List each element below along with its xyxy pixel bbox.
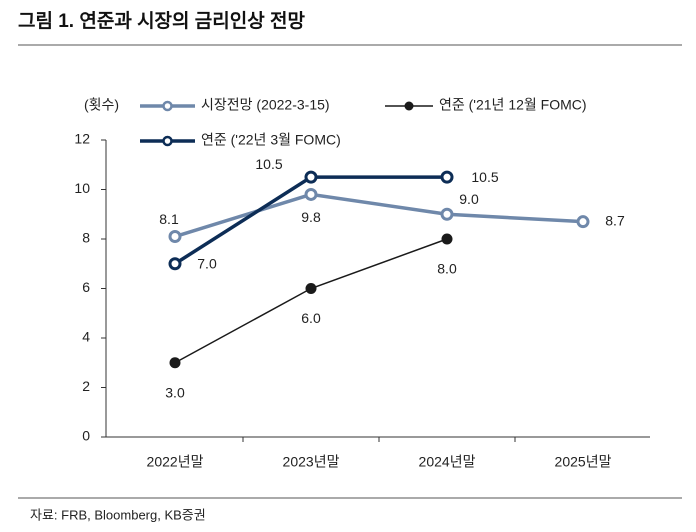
data-label: 8.7 bbox=[605, 212, 625, 228]
data-point bbox=[304, 170, 318, 184]
data-point bbox=[440, 170, 454, 184]
data-label: 6.0 bbox=[301, 310, 321, 326]
y-axis-label: (횟수) bbox=[84, 97, 119, 113]
data-point bbox=[440, 207, 454, 221]
data-label: 9.0 bbox=[459, 191, 479, 207]
data-point bbox=[168, 230, 182, 244]
y-tick-label: 0 bbox=[82, 428, 90, 444]
y-tick-label: 2 bbox=[82, 378, 90, 394]
legend-label: 시장전망 (2022-3-15) bbox=[201, 97, 330, 113]
data-label: 8.1 bbox=[159, 211, 179, 227]
data-point bbox=[305, 283, 317, 294]
data-point bbox=[168, 257, 182, 271]
data-label: 10.5 bbox=[255, 156, 282, 172]
legend-marker bbox=[162, 135, 173, 147]
data-label: 7.0 bbox=[197, 255, 217, 271]
data-label: 3.0 bbox=[165, 384, 185, 400]
data-point bbox=[304, 187, 318, 201]
y-tick-label: 10 bbox=[74, 180, 90, 196]
data-label: 9.8 bbox=[301, 209, 321, 225]
x-tick-label: 2025년말 bbox=[555, 454, 612, 470]
data-point bbox=[441, 233, 453, 245]
data-point bbox=[169, 357, 181, 369]
data-label: 8.0 bbox=[437, 261, 457, 277]
legend-marker bbox=[162, 100, 173, 112]
y-tick-label: 12 bbox=[74, 131, 90, 147]
data-label: 10.5 bbox=[471, 169, 498, 185]
x-tick-label: 2023년말 bbox=[283, 454, 340, 470]
y-tick-label: 4 bbox=[82, 329, 90, 345]
source: 자료: FRB, Bloomberg, KB증권 bbox=[30, 507, 206, 522]
page-title: 그림 1. 연준과 시장의 금리인상 전망 bbox=[18, 10, 305, 32]
data-point bbox=[576, 215, 590, 229]
legend-label: 연준 ('21년 12월 FOMC) bbox=[439, 97, 587, 113]
series-line bbox=[174, 192, 584, 239]
legend-marker bbox=[404, 101, 414, 111]
x-tick-label: 2024년말 bbox=[419, 454, 476, 470]
y-tick-label: 6 bbox=[82, 279, 90, 295]
x-tick-label: 2022년말 bbox=[147, 454, 204, 470]
y-tick-label: 8 bbox=[82, 230, 90, 246]
legend-label: 연준 ('22년 3월 FOMC) bbox=[201, 132, 341, 148]
